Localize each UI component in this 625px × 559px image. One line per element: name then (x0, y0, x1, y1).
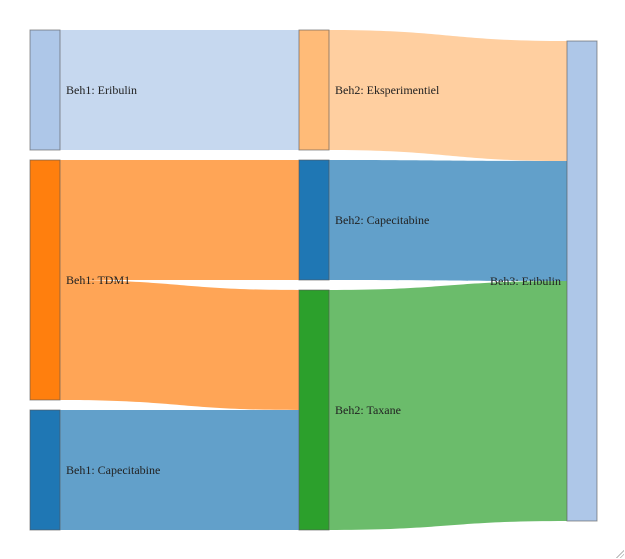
sankey-node-x2[interactable] (298, 29, 330, 151)
resize-grip-icon[interactable] (616, 550, 624, 558)
sankey-nodes (29, 29, 598, 531)
node-label-beh3-eribulin: Beh3: Eribulin (490, 274, 561, 288)
sankey-node-c2[interactable] (298, 159, 330, 281)
sankey-link-c1-t2[interactable] (60, 410, 299, 530)
sankey-link-c2-e3[interactable] (329, 160, 567, 281)
sankey-links (60, 30, 567, 530)
node-label-beh1-eribulin: Beh1: Eribulin (66, 83, 137, 97)
sankey-link-e1-x2[interactable] (60, 30, 299, 150)
node-label-beh2-taxane: Beh2: Taxane (335, 403, 401, 417)
sankey-link-t2-e3[interactable] (329, 281, 567, 530)
sankey-link-x2-e3[interactable] (329, 30, 567, 161)
node-label-beh1-tdm1: Beh1: TDM1 (66, 273, 130, 287)
node-label-beh2-capecitabine: Beh2: Capecitabine (335, 213, 429, 227)
sankey-node-e1[interactable] (29, 29, 61, 151)
sankey-link-t1-t2[interactable] (60, 280, 299, 410)
sankey-node-t2[interactable] (298, 289, 330, 531)
sankey-labels: Beh1: Eribulin Beh1: TDM1 Beh1: Capecita… (66, 83, 561, 477)
node-label-beh2-eksperimentiel: Beh2: Eksperimentiel (335, 83, 440, 97)
sankey-node-e3[interactable] (566, 40, 598, 522)
node-label-beh1-capecitabine: Beh1: Capecitabine (66, 463, 160, 477)
sankey-node-c1[interactable] (29, 409, 61, 531)
sankey-node-t1[interactable] (29, 159, 61, 401)
sankey-link-t1-c2[interactable] (60, 160, 299, 280)
